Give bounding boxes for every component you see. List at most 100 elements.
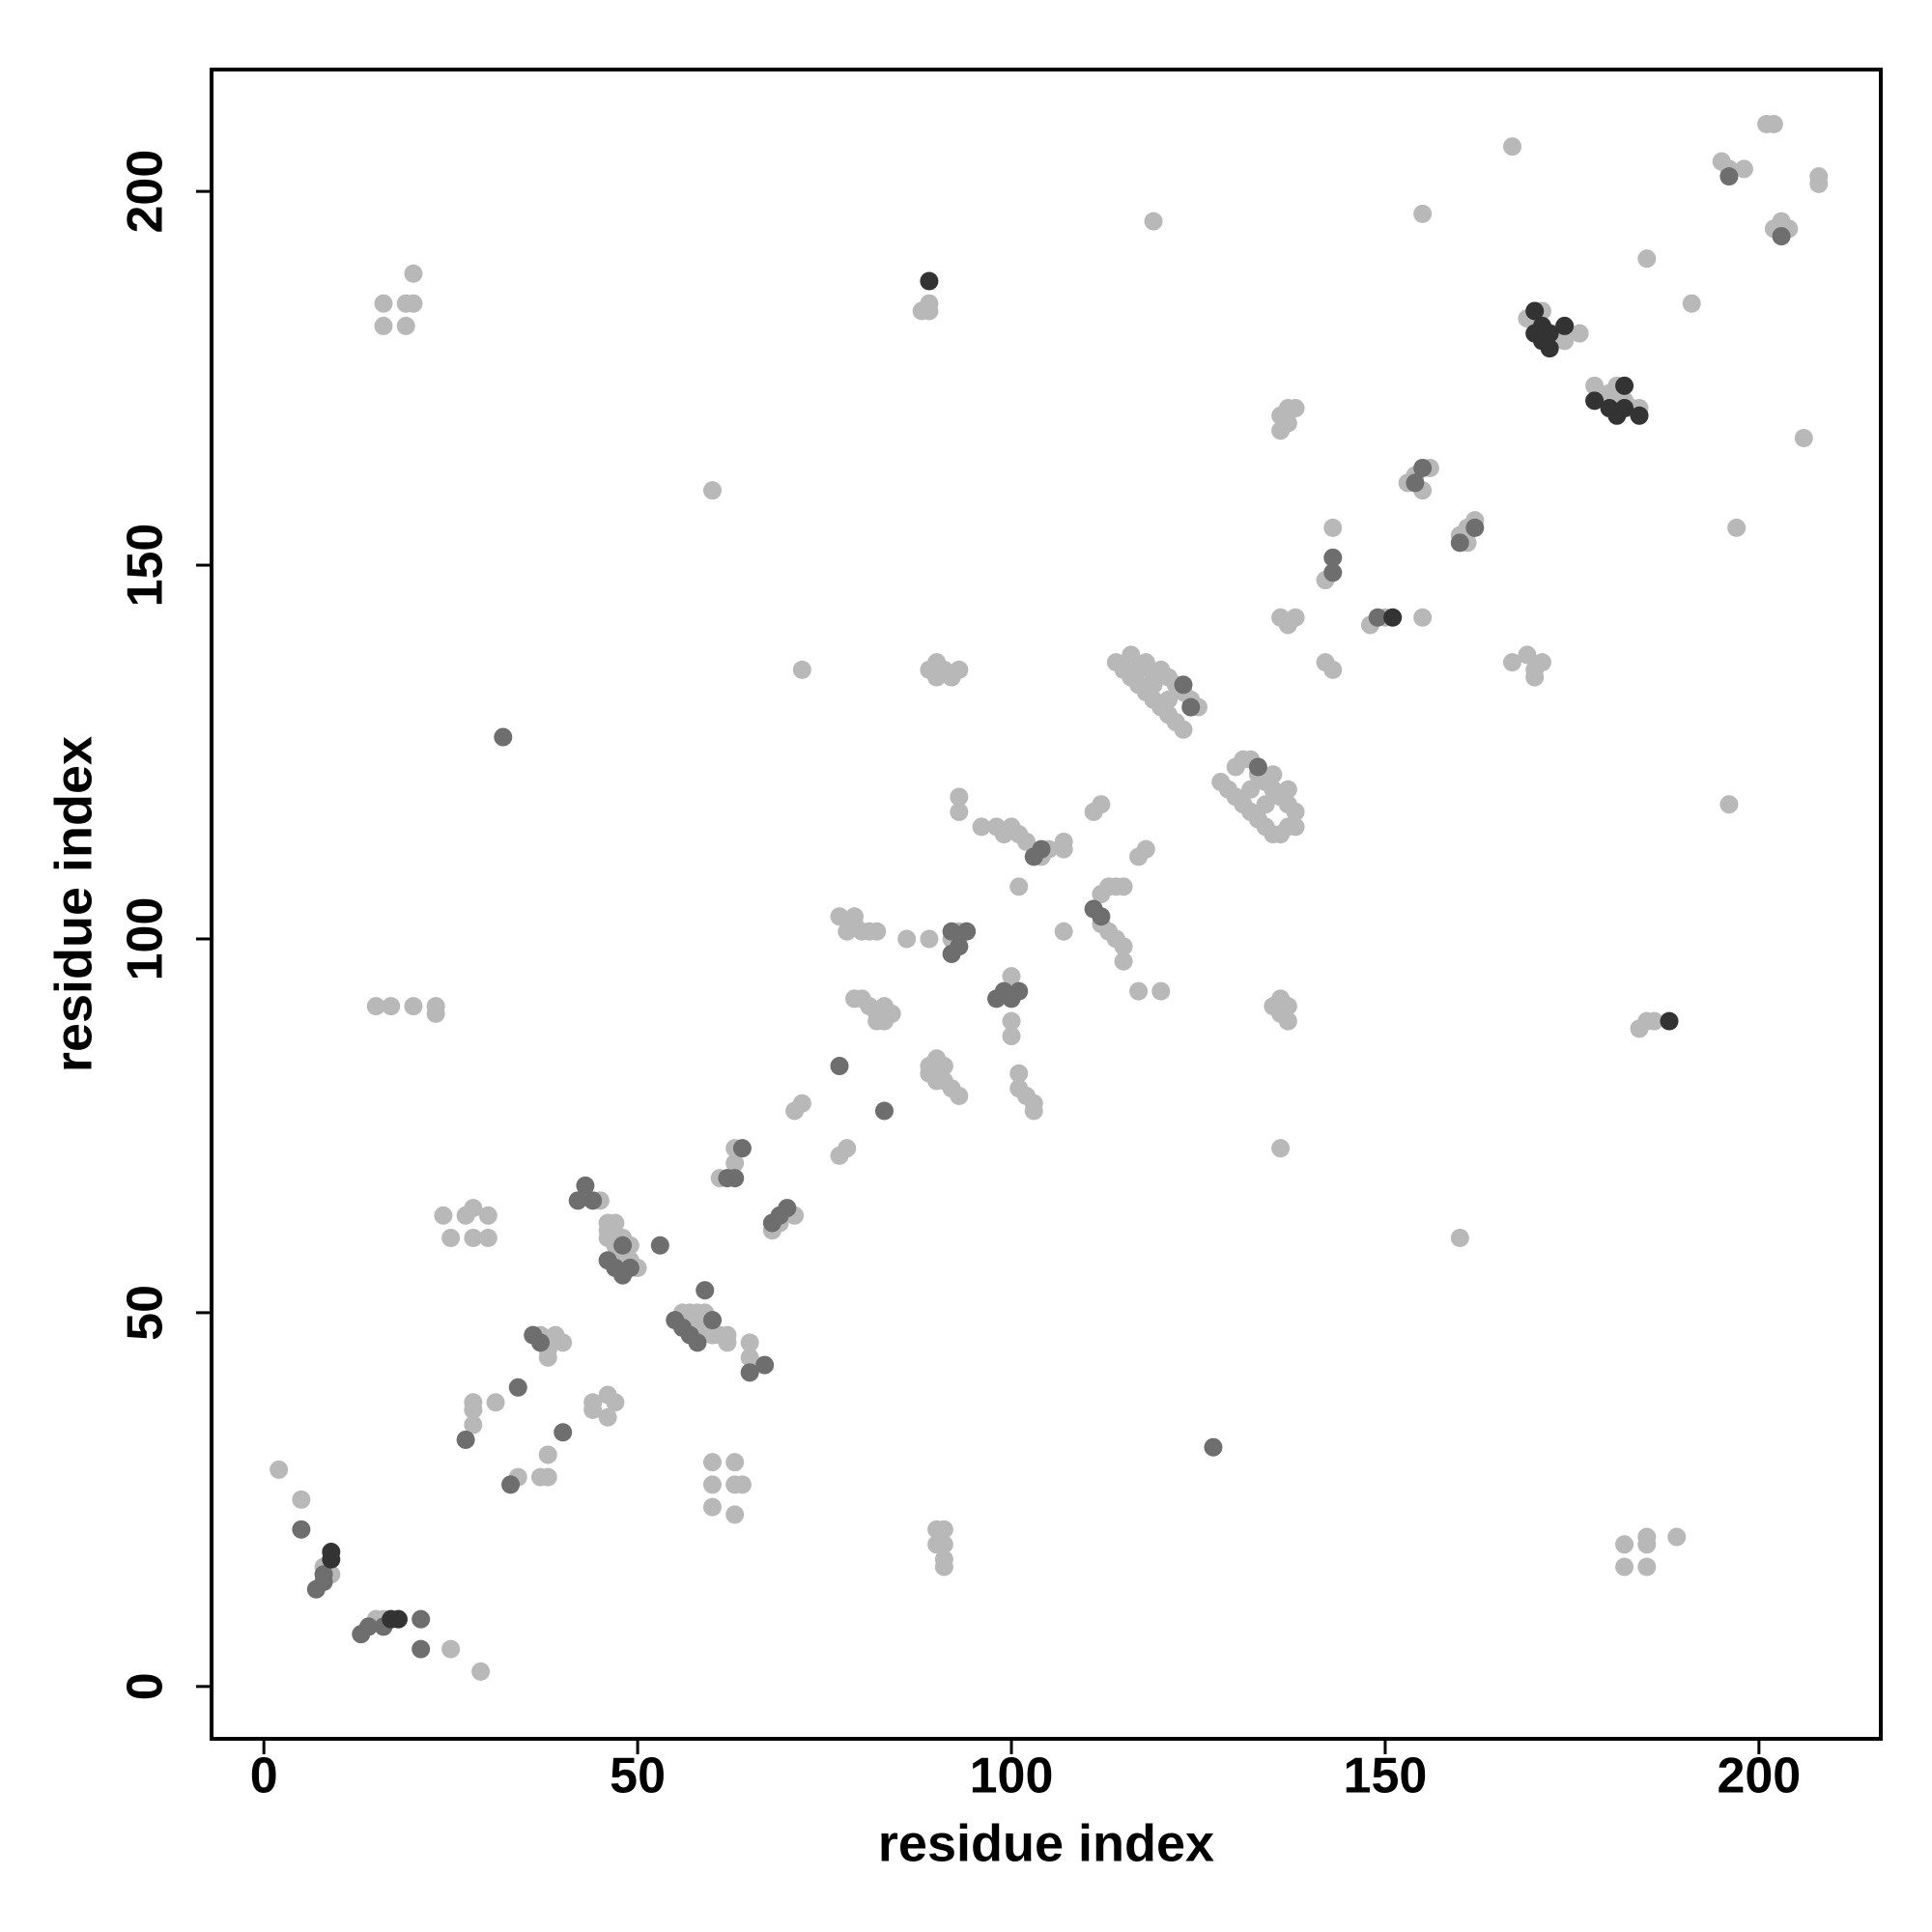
point [927, 668, 947, 687]
point [732, 1139, 752, 1158]
point [650, 1236, 669, 1255]
point [508, 1378, 527, 1397]
point [1764, 114, 1783, 133]
point [1323, 548, 1343, 567]
point [874, 997, 894, 1016]
point [1615, 399, 1634, 418]
point [1032, 839, 1051, 859]
point [478, 1206, 497, 1225]
point [1144, 668, 1163, 687]
point [613, 1236, 633, 1255]
point [1159, 690, 1179, 709]
point [1525, 668, 1545, 687]
point [404, 997, 423, 1016]
point [1114, 937, 1133, 956]
point [1054, 922, 1073, 941]
point [1256, 795, 1275, 814]
point [874, 1101, 894, 1121]
point [1054, 839, 1073, 859]
point [554, 1333, 573, 1352]
x-tick-label: 200 [1717, 1748, 1801, 1804]
point [1129, 981, 1149, 1001]
point [725, 1169, 745, 1188]
point [1181, 697, 1201, 717]
point [688, 1333, 707, 1352]
point [314, 1565, 333, 1584]
point [1630, 406, 1649, 425]
point [464, 1401, 483, 1420]
point [322, 1543, 341, 1562]
y-tick-label: 0 [118, 1672, 174, 1700]
point [404, 294, 423, 313]
point [1024, 1101, 1043, 1121]
point [845, 915, 865, 934]
point [702, 1497, 722, 1517]
point [1719, 167, 1739, 186]
point [494, 727, 513, 747]
point [1406, 473, 1425, 493]
point [927, 1071, 947, 1091]
point [1264, 765, 1283, 784]
point [912, 301, 931, 321]
point [740, 1333, 759, 1352]
point [1615, 1557, 1634, 1577]
point [1248, 757, 1267, 777]
point [718, 1325, 737, 1345]
point [934, 1557, 953, 1577]
point [434, 1206, 453, 1225]
point [702, 1475, 722, 1494]
point [270, 1460, 289, 1479]
point [412, 1639, 431, 1659]
point [950, 660, 969, 679]
point [1016, 832, 1036, 851]
point [374, 316, 393, 335]
point [1286, 802, 1305, 821]
point [1241, 780, 1261, 799]
point [1719, 795, 1739, 814]
point [1092, 795, 1111, 814]
point [1637, 249, 1657, 269]
point [867, 922, 887, 941]
point [740, 1348, 759, 1367]
point [471, 1662, 491, 1681]
point [1585, 391, 1605, 411]
point [920, 929, 939, 949]
point [426, 1004, 445, 1023]
point [1174, 675, 1193, 695]
point [1204, 1437, 1223, 1457]
point [478, 1229, 497, 1248]
y-tick-label: 100 [118, 897, 174, 981]
point [1278, 997, 1297, 1016]
point [1009, 877, 1029, 896]
point [1413, 608, 1433, 627]
point [942, 922, 961, 941]
point [464, 1415, 483, 1435]
y-tick-label: 150 [118, 524, 174, 608]
point [957, 922, 977, 941]
point [456, 1430, 475, 1449]
point [1615, 376, 1634, 395]
point [1009, 981, 1029, 1001]
point [1570, 324, 1589, 343]
point [1122, 645, 1141, 665]
point [1450, 533, 1469, 553]
point [725, 1153, 745, 1173]
point [1151, 981, 1171, 1001]
x-tick-label: 50 [610, 1748, 666, 1804]
point [1323, 518, 1343, 537]
point [830, 1057, 849, 1076]
point [1002, 1027, 1021, 1046]
point [620, 1258, 639, 1277]
point [1809, 174, 1829, 193]
point [778, 1199, 797, 1218]
point [1174, 720, 1193, 739]
point [830, 907, 849, 926]
point [1727, 518, 1747, 537]
point [1271, 1139, 1291, 1158]
point [292, 1490, 311, 1509]
point [1002, 967, 1021, 986]
point [1286, 608, 1305, 627]
point [374, 294, 393, 313]
point [396, 316, 415, 335]
